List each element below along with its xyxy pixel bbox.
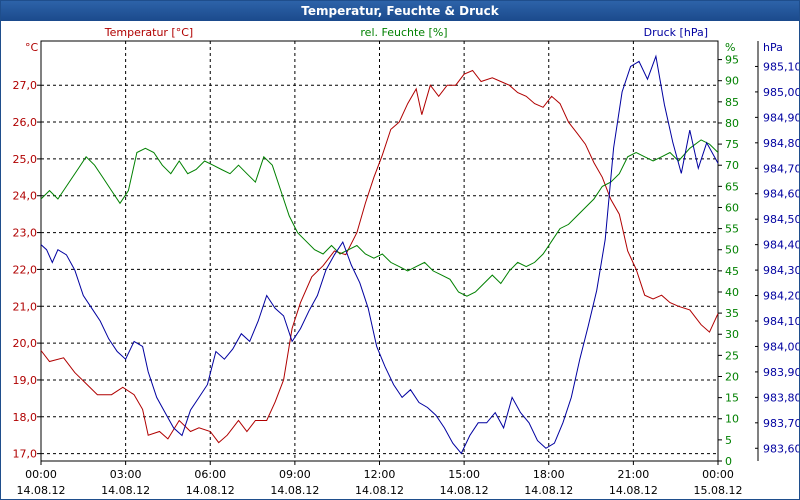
- y-tick-label-temperature: 25,0: [13, 153, 38, 166]
- x-tick-label-date: 14.08.12: [355, 484, 404, 497]
- y-tick-label-humidity: 45: [725, 265, 739, 278]
- y-tick-label-pressure: 984,80: [763, 137, 799, 150]
- y-tick-label-temperature: 19,0: [13, 374, 38, 387]
- y-tick-label-pressure: 985,00: [763, 86, 799, 99]
- y-tick-label-pressure: 983,90: [763, 366, 799, 379]
- y-tick-label-humidity: 10: [725, 413, 739, 426]
- y-tick-label-pressure: 984,90: [763, 111, 799, 124]
- y-tick-label-humidity: 35: [725, 307, 739, 320]
- y-tick-label-humidity: 85: [725, 96, 739, 109]
- chart-title: Temperatur, Feuchte & Druck: [1, 1, 799, 21]
- y-tick-label-pressure: 985,10: [763, 60, 799, 73]
- x-tick-label-time: 12:00: [364, 468, 396, 481]
- y-tick-label-pressure: 984,50: [763, 213, 799, 226]
- x-tick-label-date: 14.08.12: [524, 484, 573, 497]
- axis-label-humidity: rel. Feuchte [%]: [360, 26, 447, 39]
- y-tick-label-humidity: 65: [725, 180, 739, 193]
- y-unit-temperature: °C: [25, 41, 39, 54]
- y-tick-label-humidity: 70: [725, 159, 739, 172]
- series-line-humidity: [40, 139, 719, 297]
- axis-label-temperature: Temperatur [°C]: [104, 26, 193, 39]
- y-tick-label-temperature: 24,0: [13, 190, 38, 203]
- y-tick-label-humidity: 0: [725, 455, 732, 468]
- x-tick-label-date: 14.08.12: [17, 484, 66, 497]
- y-tick-label-humidity: 50: [725, 244, 739, 257]
- grid: [41, 41, 718, 461]
- y-unit-pressure: hPa: [763, 41, 783, 54]
- x-tick-label-time: 06:00: [194, 468, 226, 481]
- y-tick-label-humidity: 60: [725, 201, 739, 214]
- y-tick-label-temperature: 20,0: [13, 337, 38, 350]
- x-tick-label-time: 03:00: [110, 468, 142, 481]
- y-tick-label-pressure: 984,20: [763, 290, 799, 303]
- x-tick-label-time: 15:00: [448, 468, 480, 481]
- y-tick-label-humidity: 55: [725, 223, 739, 236]
- y-tick-label-humidity: 20: [725, 370, 739, 383]
- y-tick-label-temperature: 23,0: [13, 227, 38, 240]
- y-tick-label-temperature: 17,0: [13, 448, 38, 461]
- axis-label-pressure: Druck [hPa]: [644, 26, 708, 39]
- y-tick-label-temperature: 27,0: [13, 79, 38, 92]
- axes-group: 17,0 18,0 19,0 20,0 21,0 22,0 23,0 24,0 25,0 26,0…: [13, 26, 800, 497]
- x-tick-label-time: 00:00: [702, 468, 734, 481]
- y-tick-label-pressure: 983,80: [763, 391, 799, 404]
- y-tick-label-humidity: 40: [725, 286, 739, 299]
- y-tick-label-humidity: 25: [725, 349, 739, 362]
- y-tick-label-pressure: 984,70: [763, 162, 799, 175]
- y-tick-label-pressure: 984,60: [763, 188, 799, 201]
- y-tick-label-temperature: 21,0: [13, 300, 38, 313]
- y-tick-label-humidity: 15: [725, 392, 739, 405]
- y-tick-label-temperature: 26,0: [13, 116, 38, 129]
- x-tick-label-date: 14.08.12: [186, 484, 235, 497]
- y-tick-label-pressure: 984,40: [763, 239, 799, 252]
- x-tick-label-time: 09:00: [279, 468, 311, 481]
- y-tick-label-pressure: 984,30: [763, 264, 799, 277]
- y-tick-label-humidity: 30: [725, 328, 739, 341]
- x-tick-label-date: 14.08.12: [609, 484, 658, 497]
- y-tick-label-humidity: 75: [725, 138, 739, 151]
- y-unit-humidity: %: [725, 41, 735, 54]
- x-tick-label-date: 14.08.12: [440, 484, 489, 497]
- chart-svg: 17,0 18,0 19,0 20,0 21,0 22,0 23,0 24,0 25,0 26,0…: [13, 26, 800, 497]
- series-line-pressure: [40, 54, 719, 455]
- x-tick-label-time: 21:00: [618, 468, 650, 481]
- y-tick-label-humidity: 80: [725, 117, 739, 130]
- y-tick-label-pressure: 983,70: [763, 417, 799, 430]
- x-tick-label-date: 14.08.12: [270, 484, 319, 497]
- y-tick-label-humidity: 90: [725, 75, 739, 88]
- y-tick-label-temperature: 18,0: [13, 411, 38, 424]
- x-tick-label-date: 14.08.12: [101, 484, 150, 497]
- x-tick-label-date: 15.08.12: [694, 484, 743, 497]
- y-tick-label-pressure: 984,00: [763, 340, 799, 353]
- y-tick-label-humidity: 95: [725, 54, 739, 67]
- y-tick-label-humidity: 5: [725, 434, 732, 447]
- x-tick-label-time: 18:00: [533, 468, 565, 481]
- x-tick-label-time: 00:00: [25, 468, 57, 481]
- y-tick-label-pressure: 983,60: [763, 442, 799, 455]
- series-group: [40, 54, 719, 455]
- y-tick-label-temperature: 22,0: [13, 263, 38, 276]
- y-tick-label-pressure: 984,10: [763, 315, 799, 328]
